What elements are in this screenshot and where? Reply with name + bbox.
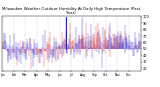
Title: Milwaukee Weather Outdoor Humidity At Daily High Temperature (Past Year): Milwaukee Weather Outdoor Humidity At Da… xyxy=(2,7,140,15)
